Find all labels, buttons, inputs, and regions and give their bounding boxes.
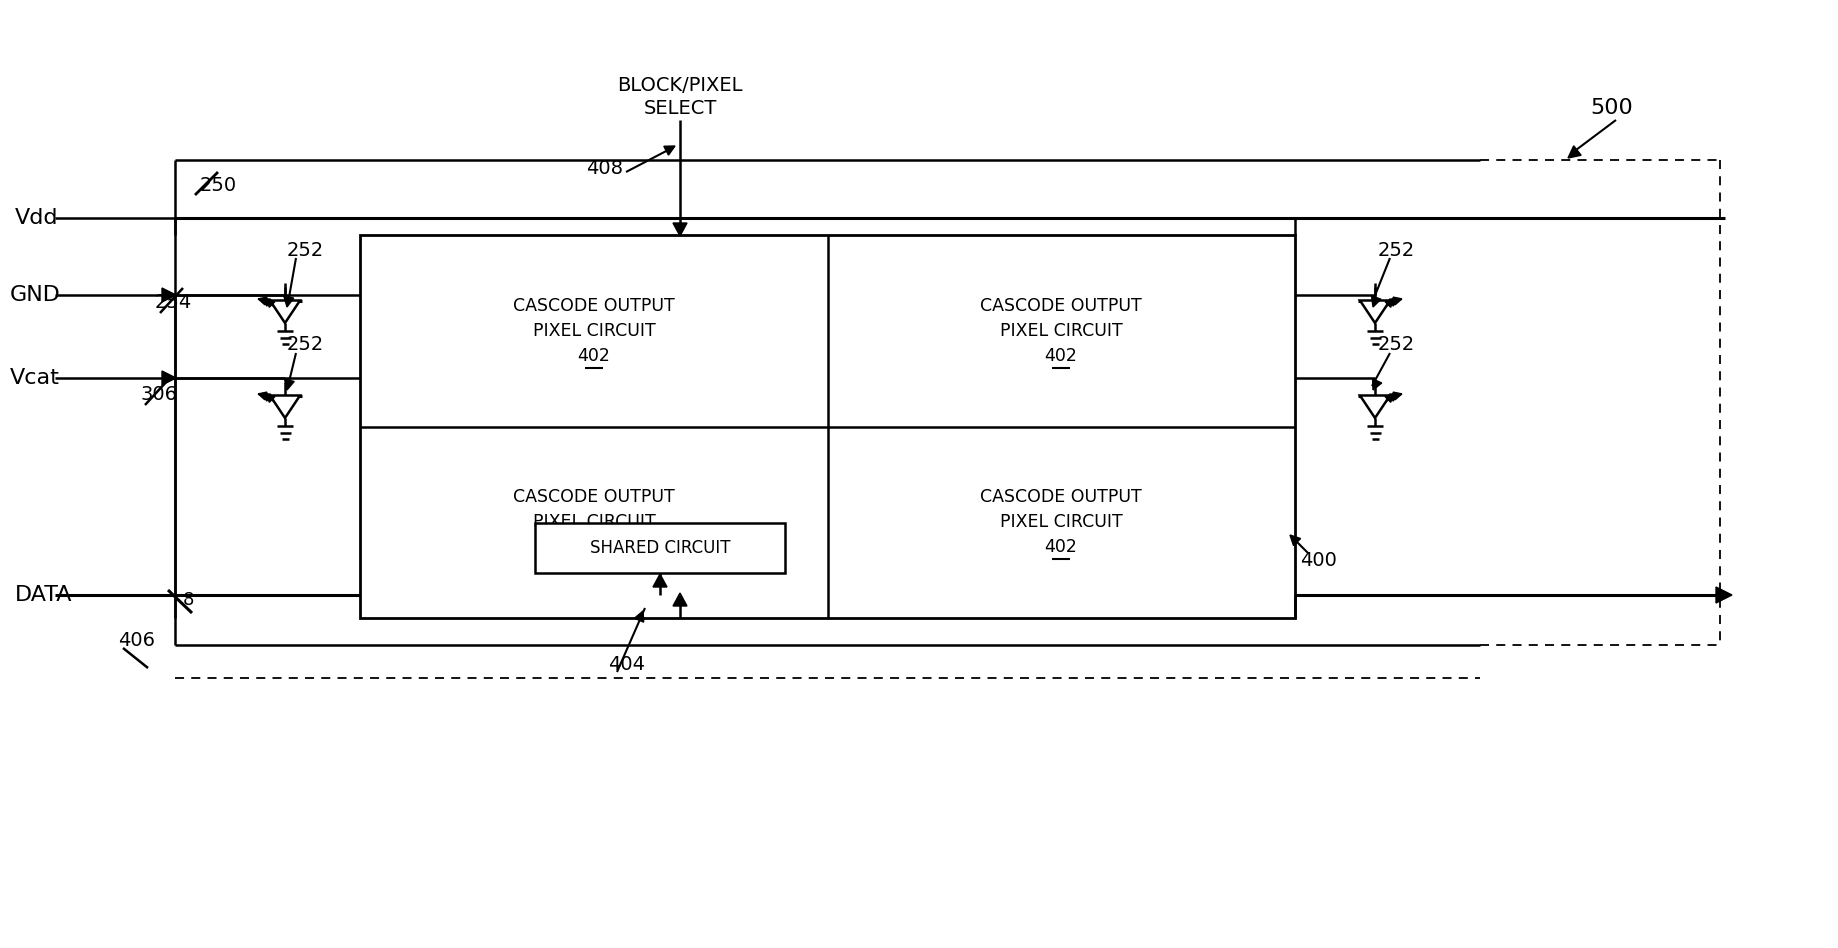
Text: CASCODE OUTPUT: CASCODE OUTPUT [980, 488, 1141, 506]
Polygon shape [261, 393, 270, 401]
Polygon shape [285, 379, 294, 390]
Polygon shape [162, 288, 176, 302]
Text: 500: 500 [1590, 98, 1632, 118]
Polygon shape [1390, 393, 1399, 401]
Text: PIXEL CIRCUIT: PIXEL CIRCUIT [1000, 322, 1123, 340]
Polygon shape [1717, 587, 1731, 603]
Polygon shape [283, 297, 294, 307]
Polygon shape [1290, 535, 1301, 546]
Polygon shape [1360, 301, 1390, 323]
Text: BLOCK/PIXEL: BLOCK/PIXEL [618, 76, 743, 95]
Polygon shape [270, 301, 300, 323]
Polygon shape [673, 593, 687, 606]
Text: SELECT: SELECT [643, 99, 717, 118]
Text: 402: 402 [577, 347, 610, 365]
Polygon shape [257, 297, 267, 305]
Polygon shape [162, 371, 176, 385]
Polygon shape [1390, 299, 1399, 306]
Text: 252: 252 [1378, 241, 1415, 260]
Text: 252: 252 [287, 241, 323, 260]
Polygon shape [664, 146, 675, 155]
Text: DATA: DATA [15, 585, 72, 605]
Text: PIXEL CIRCUIT: PIXEL CIRCUIT [533, 322, 656, 340]
Text: GND: GND [9, 285, 61, 305]
Polygon shape [1393, 297, 1402, 305]
Text: 408: 408 [586, 158, 623, 177]
Polygon shape [1568, 146, 1581, 158]
Polygon shape [1373, 379, 1382, 390]
Text: 404: 404 [608, 655, 645, 674]
Polygon shape [261, 299, 270, 306]
Text: 400: 400 [1299, 551, 1336, 570]
Polygon shape [634, 611, 643, 622]
Text: 306: 306 [140, 386, 176, 405]
Polygon shape [1386, 393, 1393, 402]
Text: 402: 402 [1044, 347, 1077, 365]
Text: 8: 8 [184, 591, 195, 609]
Text: PIXEL CIRCUIT: PIXEL CIRCUIT [1000, 513, 1123, 531]
Polygon shape [1393, 392, 1402, 400]
Text: 402: 402 [577, 538, 610, 556]
Polygon shape [1371, 296, 1380, 307]
Text: Vdd: Vdd [15, 208, 59, 228]
Text: 402: 402 [1044, 538, 1077, 556]
Polygon shape [270, 395, 300, 418]
Polygon shape [267, 393, 276, 402]
Text: CASCODE OUTPUT: CASCODE OUTPUT [513, 297, 675, 315]
Text: PIXEL CIRCUIT: PIXEL CIRCUIT [533, 513, 656, 531]
Text: 250: 250 [200, 175, 237, 194]
Text: SHARED CIRCUIT: SHARED CIRCUIT [590, 539, 730, 557]
Text: 252: 252 [1378, 336, 1415, 355]
Polygon shape [257, 392, 267, 400]
Polygon shape [1386, 299, 1393, 307]
Polygon shape [1360, 395, 1390, 418]
Text: 252: 252 [287, 336, 323, 355]
Text: Vcat: Vcat [9, 368, 61, 388]
Text: CASCODE OUTPUT: CASCODE OUTPUT [513, 488, 675, 506]
Text: 406: 406 [118, 630, 154, 649]
Bar [535, 523, 785, 573]
Text: CASCODE OUTPUT: CASCODE OUTPUT [980, 297, 1141, 315]
Polygon shape [673, 223, 687, 236]
Bar [360, 235, 1296, 618]
Text: 254: 254 [154, 294, 193, 313]
Polygon shape [652, 574, 667, 587]
Polygon shape [267, 299, 276, 307]
